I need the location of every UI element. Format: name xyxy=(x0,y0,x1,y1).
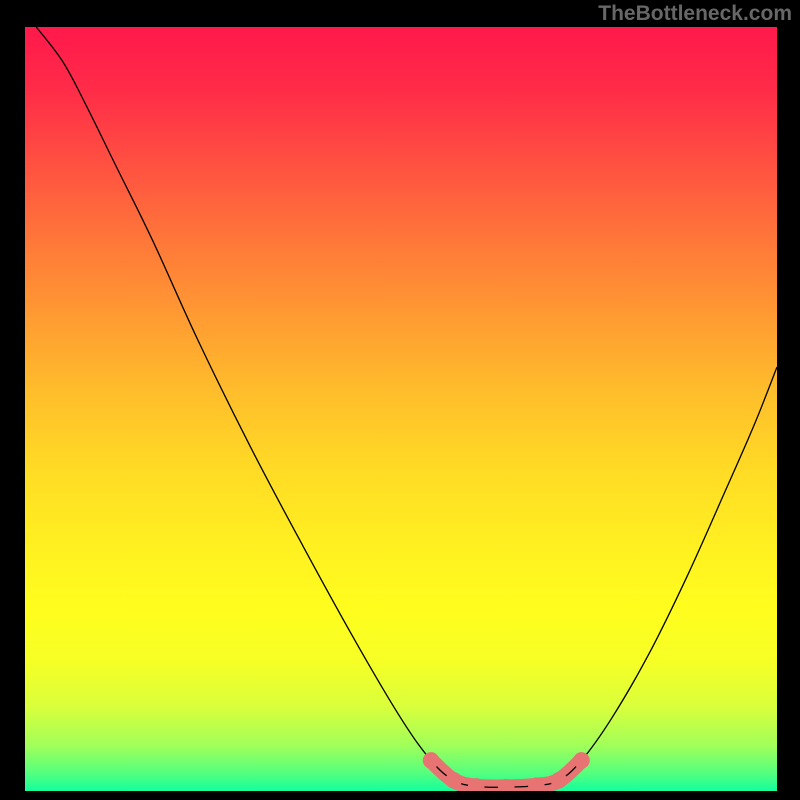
marker-point xyxy=(498,779,514,791)
plot-svg xyxy=(25,27,777,791)
plot-background xyxy=(25,27,777,791)
marker-point xyxy=(574,753,590,769)
marker-point xyxy=(551,773,567,789)
chart-container: TheBottleneck.com xyxy=(0,0,800,800)
marker-point xyxy=(423,753,439,769)
watermark-text: TheBottleneck.com xyxy=(598,2,792,26)
marker-point xyxy=(446,773,462,789)
plot-area xyxy=(25,27,777,791)
marker-point xyxy=(529,778,545,791)
marker-point xyxy=(468,779,484,791)
